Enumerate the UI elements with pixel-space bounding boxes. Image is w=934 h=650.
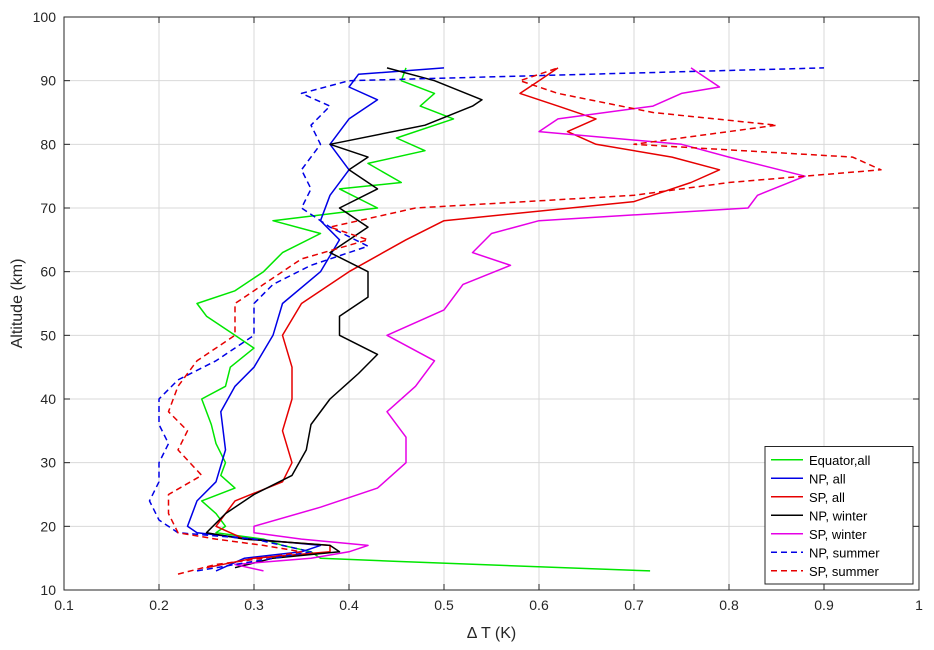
x-tick-label: 0.5 xyxy=(434,597,454,613)
series-line-4 xyxy=(205,67,483,569)
y-tick-label: 80 xyxy=(40,136,56,152)
y-tick-label: 60 xyxy=(40,264,56,280)
plot-frame xyxy=(63,16,920,591)
legend-label: NP, summer xyxy=(809,545,880,560)
x-tick-label: 0.9 xyxy=(814,597,834,613)
x-tick-label: 0.2 xyxy=(149,597,169,613)
legend: Equator,all NP, all SP, all NP, winter SP, w… xyxy=(764,446,914,585)
y-tick-label: 40 xyxy=(40,391,56,407)
series-line-3 xyxy=(206,67,721,569)
x-tick-label: 0.4 xyxy=(339,597,359,613)
x-tick-label: 0.8 xyxy=(719,597,739,613)
x-axis-label: Δ T (K) xyxy=(467,625,517,642)
x-tick-label: 0.3 xyxy=(244,597,264,613)
y-tick-label: 50 xyxy=(40,327,56,343)
series-line-6 xyxy=(148,67,825,572)
series-line-1 xyxy=(196,67,651,572)
series-line-5 xyxy=(234,67,806,572)
x-tick-label: 0.6 xyxy=(529,597,549,613)
legend-label: NP, winter xyxy=(809,508,868,523)
ticks: 0.1 0.2 0.3 0.4 0.5 0.6 0.7 0.8 0.9 1 10 20 30 40 50 60… xyxy=(33,9,923,613)
y-axis-label: Altitude (km) xyxy=(9,259,26,349)
y-tick-label: 20 xyxy=(40,518,56,534)
y-tick-label: 90 xyxy=(40,73,56,89)
x-tick-label: 0.1 xyxy=(54,597,74,613)
series-line-7 xyxy=(167,67,882,575)
y-tick-label: 100 xyxy=(33,9,57,25)
legend-label: NP, all xyxy=(809,471,846,486)
x-tick-label: 0.7 xyxy=(624,597,644,613)
legend-label: SP, all xyxy=(809,490,845,505)
y-tick-label: 10 xyxy=(40,582,56,598)
x-tick-label: 1 xyxy=(915,597,923,613)
legend-label: Equator,all xyxy=(809,453,871,468)
legend-label: SP, summer xyxy=(809,564,880,579)
series-layer xyxy=(148,67,882,575)
legend-label: SP, winter xyxy=(809,527,867,542)
y-tick-label: 30 xyxy=(40,455,56,471)
y-tick-label: 70 xyxy=(40,200,56,216)
